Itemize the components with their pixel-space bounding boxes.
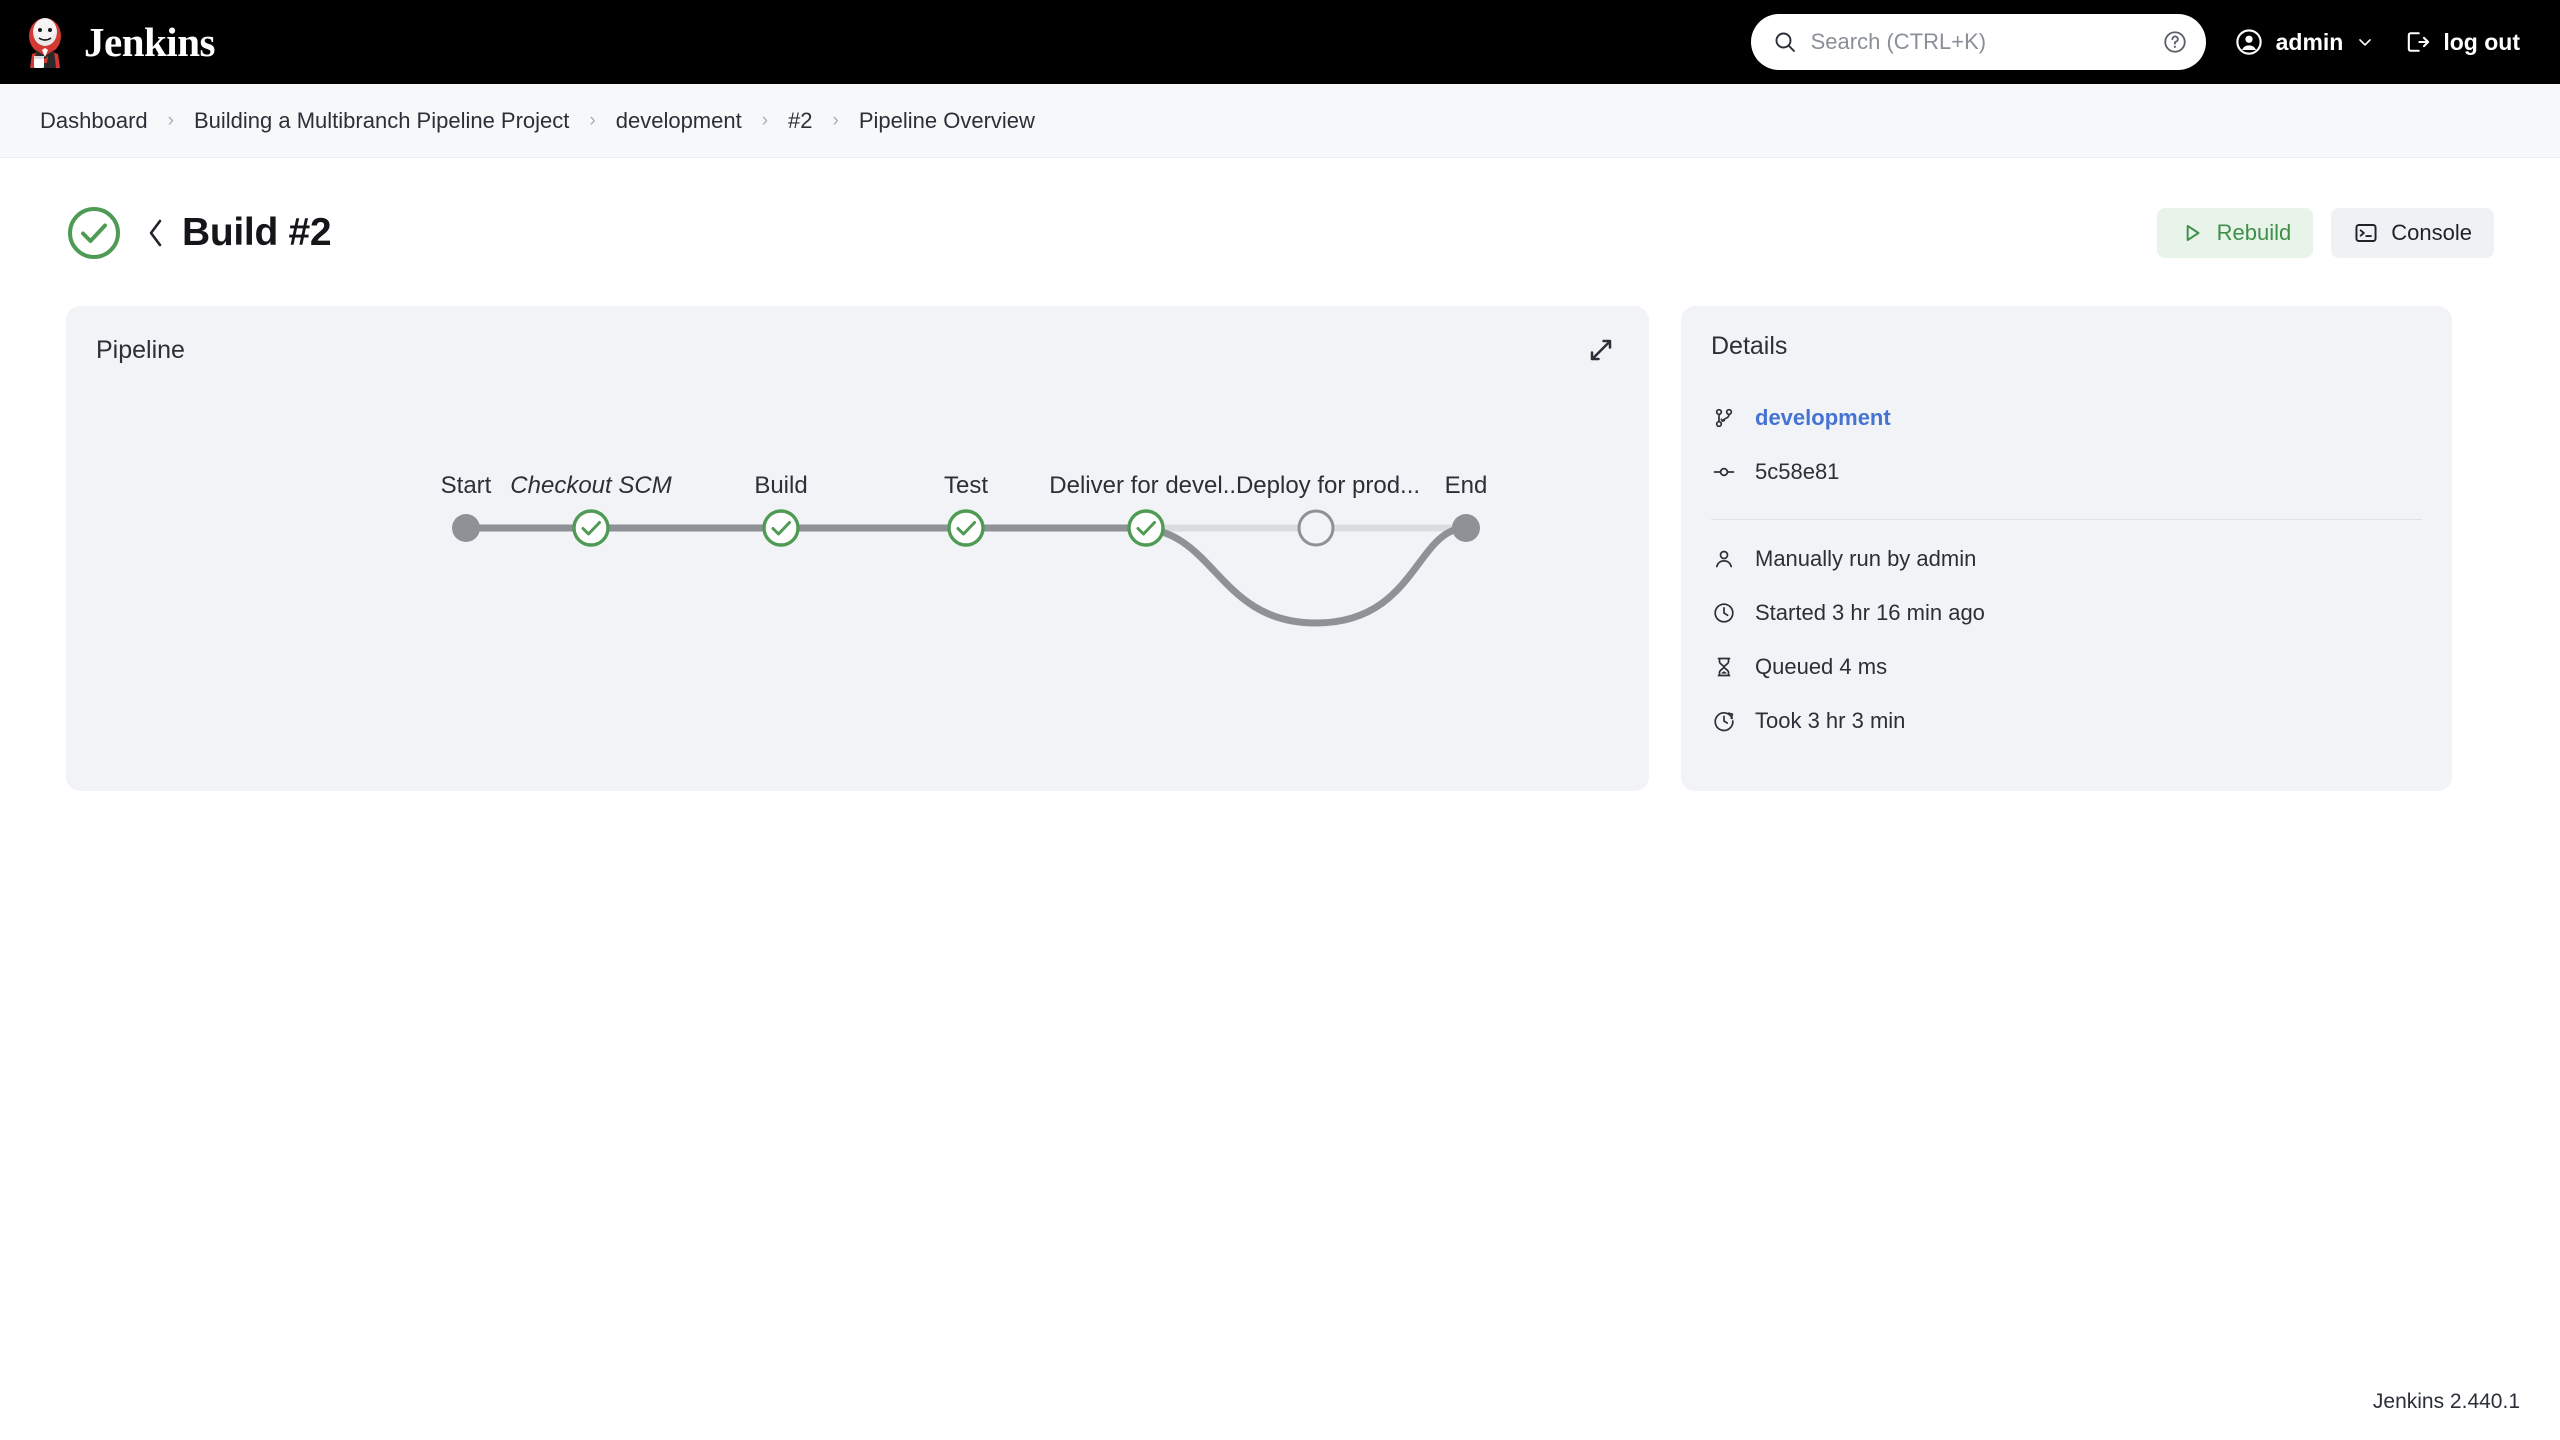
skipped-stage-bypass-path	[1132, 524, 1470, 627]
rebuild-label: Rebuild	[2216, 220, 2292, 245]
page-header: Build #2 Rebuild Console	[0, 158, 2560, 268]
pipeline-label-test: Test	[944, 472, 988, 499]
search-icon	[1775, 32, 1795, 52]
breadcrumb-separator-icon: ›	[761, 109, 769, 131]
breadcrumb-separator-icon: ›	[832, 109, 839, 131]
details-card: Details development	[1681, 306, 2452, 791]
git-commit-icon	[1711, 459, 1737, 485]
pipeline-label-checkout-scm: Checkout SCM	[510, 472, 671, 499]
breadcrumb-item-current: Pipeline Overview	[858, 107, 1035, 133]
pipeline-label-deliver-for-development: Deliver for devel...	[1049, 472, 1242, 499]
user-circle-icon	[2235, 29, 2262, 55]
detail-row-started: Started 3 hr 16 min ago	[1711, 586, 2422, 640]
cause-label: Manually run by admin	[1755, 546, 1977, 571]
breadcrumb-item-build[interactable]: #2	[788, 107, 813, 133]
breadcrumb-separator-icon: ›	[167, 109, 174, 131]
top-bar-right-group: admin log out	[1750, 14, 2520, 70]
details-card-title: Details	[1711, 332, 1788, 360]
detail-row-queued: Queued 4 ms	[1711, 640, 2422, 694]
logout-label: log out	[2443, 28, 2520, 55]
pipeline-card: Pipeline	[66, 306, 1649, 791]
branch-link[interactable]: development	[1755, 405, 1891, 430]
search-box[interactable]	[1750, 14, 2206, 70]
pipeline-label-deploy-for-production: Deploy for prod...	[1236, 472, 1420, 499]
pipeline-end-node	[1452, 514, 1480, 542]
user-menu-admin[interactable]: admin	[2234, 27, 2376, 57]
pipeline-card-header: Pipeline	[66, 306, 1649, 368]
git-branch-icon	[1711, 405, 1737, 431]
pipeline-node-checkout-scm	[572, 509, 610, 547]
top-navigation-bar: Jenkins admin	[0, 0, 2560, 84]
console-button[interactable]: Console	[2331, 208, 2494, 258]
pipeline-stage-graph: Start Checkout SCM Build Test Deliver fo…	[441, 472, 1488, 627]
commit-hash: 5c58e81	[1755, 459, 1840, 484]
console-label: Console	[2391, 220, 2472, 245]
search-input[interactable]	[1810, 29, 2148, 55]
breadcrumb-item-dashboard[interactable]: Dashboard	[40, 107, 148, 133]
help-circle-icon[interactable]	[2162, 29, 2188, 55]
pipeline-node-test	[947, 509, 985, 547]
page-title: Build #2	[182, 211, 332, 254]
terminal-icon	[2355, 224, 2377, 242]
page-action-buttons: Rebuild Console	[2156, 208, 2494, 258]
detail-row-branch[interactable]: development	[1711, 391, 2422, 445]
expand-pipeline-button[interactable]	[1583, 332, 1619, 368]
started-label: Started 3 hr 16 min ago	[1755, 600, 1985, 625]
jenkins-version-footer: Jenkins 2.440.1	[2372, 1390, 2520, 1413]
play-triangle-icon	[2186, 224, 2200, 242]
clock-icon	[1711, 600, 1737, 626]
user-icon	[1711, 546, 1737, 572]
duration-label: Took 3 hr 3 min	[1755, 708, 1906, 733]
pipeline-label-end: End	[1445, 472, 1488, 499]
timer-icon	[1711, 708, 1737, 734]
details-divider	[1711, 519, 2422, 520]
breadcrumb-item-branch[interactable]: development	[615, 107, 742, 133]
brand-name: Jenkins	[84, 19, 215, 65]
pipeline-node-deploy-for-production	[1297, 509, 1335, 547]
hourglass-icon	[1711, 654, 1737, 680]
rebuild-button[interactable]: Rebuild	[2156, 208, 2314, 258]
success-check-circle-icon	[68, 207, 120, 259]
breadcrumb: Dashboard › Building a Multibranch Pipel…	[0, 84, 2560, 158]
queued-label: Queued 4 ms	[1755, 654, 1888, 679]
detail-row-cause: Manually run by admin	[1711, 532, 2422, 586]
back-chevron-icon[interactable]	[144, 215, 168, 251]
pipeline-label-build: Build	[754, 472, 807, 499]
pipeline-card-title: Pipeline	[96, 335, 185, 364]
chevron-down-icon	[2359, 39, 2372, 46]
pipeline-node-build	[762, 509, 800, 547]
pipeline-start-node	[452, 514, 480, 542]
jenkins-butler-logo-icon	[29, 18, 61, 68]
breadcrumb-separator-icon: ›	[589, 109, 596, 131]
expand-diagonal-icon	[1590, 339, 1612, 361]
breadcrumb-item-project[interactable]: Building a Multibranch Pipeline Project	[193, 107, 570, 133]
logout-button[interactable]: log out	[2403, 28, 2520, 56]
jenkins-brand-link[interactable]: Jenkins	[22, 16, 215, 68]
detail-row-commit[interactable]: 5c58e81	[1711, 445, 2422, 499]
pipeline-label-start: Start	[441, 472, 492, 499]
detail-row-duration: Took 3 hr 3 min	[1711, 694, 2422, 748]
main-content: Pipeline	[0, 268, 2560, 791]
user-name-label: admin	[2275, 28, 2344, 55]
pipeline-node-deliver-for-development	[1127, 509, 1165, 547]
logout-icon	[2408, 32, 2430, 52]
